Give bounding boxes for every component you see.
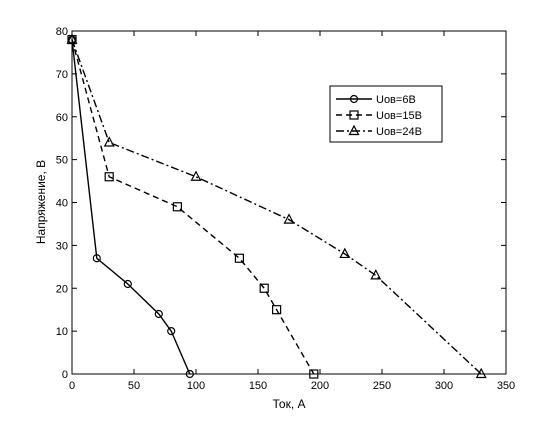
x-tick-label: 250 bbox=[373, 380, 391, 392]
data-point-circle bbox=[167, 327, 176, 336]
y-tick-label: 60 bbox=[56, 112, 68, 124]
data-point-square bbox=[104, 172, 114, 182]
legend-label: Uов=24В bbox=[376, 126, 422, 138]
plot-area bbox=[71, 30, 507, 375]
data-point-square bbox=[172, 202, 182, 212]
data-point-circle bbox=[92, 254, 101, 263]
data-point-square bbox=[309, 369, 319, 379]
data-point-triangle bbox=[190, 170, 202, 181]
series-line bbox=[71, 39, 315, 375]
series-layer bbox=[66, 33, 487, 379]
x-tick-label: 100 bbox=[187, 380, 205, 392]
y-tick-label: 50 bbox=[56, 155, 68, 167]
data-point-triangle bbox=[339, 247, 351, 259]
x-tick-label: 150 bbox=[249, 380, 267, 392]
data-point-circle bbox=[123, 279, 132, 289]
data-point-triangle bbox=[348, 124, 360, 136]
data-point-circle bbox=[349, 94, 359, 104]
data-point-circle bbox=[185, 369, 194, 379]
axis-ticks: 0 50 100 150 200 250 300 350 0 10 20 30 40 50 60 70 80 bbox=[56, 26, 515, 392]
x-tick-label: 200 bbox=[311, 380, 329, 392]
series-line bbox=[71, 39, 482, 375]
data-point-triangle bbox=[370, 269, 382, 280]
y-tick-label: 20 bbox=[56, 283, 68, 295]
x-tick-label: 350 bbox=[497, 380, 515, 392]
y-tick-label: 10 bbox=[56, 326, 68, 338]
legend-box bbox=[329, 85, 443, 143]
data-point-square bbox=[272, 305, 282, 315]
x-tick-label: 0 bbox=[69, 380, 75, 392]
data-point-square bbox=[259, 283, 269, 293]
series-group bbox=[66, 33, 487, 379]
data-point-circle bbox=[154, 309, 163, 319]
data-point-square bbox=[234, 253, 244, 263]
y-tick-label: 70 bbox=[56, 69, 68, 81]
y-tick-label: 80 bbox=[56, 26, 68, 38]
y-tick-label: 0 bbox=[62, 369, 68, 381]
y-tick-label: 40 bbox=[56, 198, 68, 210]
data-point-triangle bbox=[66, 33, 78, 44]
x-tick-label: 50 bbox=[128, 380, 140, 392]
data-point-square bbox=[349, 110, 359, 120]
x-axis-label: Ток, А bbox=[273, 397, 306, 411]
y-tick-label: 30 bbox=[56, 240, 68, 252]
data-point-triangle bbox=[283, 213, 295, 224]
data-point-triangle bbox=[475, 367, 487, 379]
legend-label: Uов=6В bbox=[376, 94, 416, 106]
x-tick-label: 300 bbox=[435, 380, 453, 392]
series-line bbox=[71, 39, 191, 375]
data-point-triangle bbox=[103, 136, 115, 147]
y-axis-label: Напряжение, В bbox=[34, 160, 48, 244]
legend: Uов=6В Uов=15В Uов=24В bbox=[329, 85, 443, 143]
legend-label: Uов=15В bbox=[376, 110, 422, 122]
